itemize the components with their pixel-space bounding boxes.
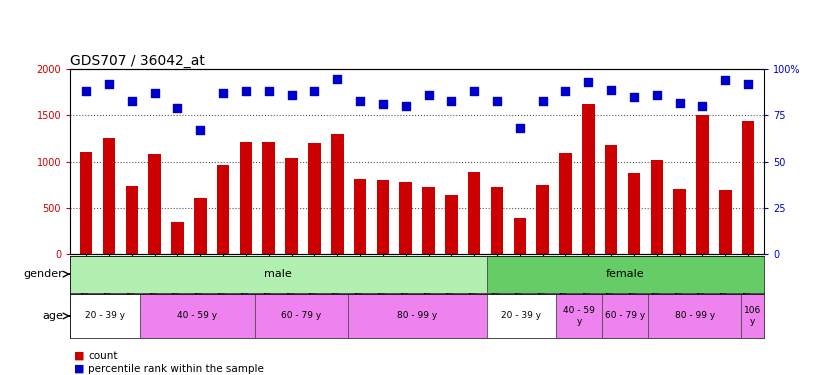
Text: count: count: [88, 351, 118, 361]
Bar: [149, 154, 161, 254]
Bar: [354, 179, 367, 254]
Text: 60 - 79 y: 60 - 79 y: [282, 312, 321, 321]
Bar: [285, 158, 298, 254]
Bar: [217, 165, 230, 254]
Bar: [673, 189, 686, 254]
Bar: [487, 256, 764, 292]
Point: [216, 90, 230, 96]
Bar: [255, 294, 348, 338]
Bar: [80, 152, 93, 254]
Point: [628, 94, 641, 100]
Point: [559, 88, 572, 94]
Point: [444, 98, 458, 104]
Text: 20 - 39 y: 20 - 39 y: [85, 312, 125, 321]
Text: 80 - 99 y: 80 - 99 y: [675, 312, 714, 321]
Point: [148, 90, 161, 96]
Point: [194, 127, 207, 133]
Bar: [171, 222, 183, 254]
Bar: [70, 256, 487, 292]
Point: [330, 75, 344, 81]
Bar: [468, 172, 481, 254]
Point: [240, 88, 253, 94]
Text: 106
y: 106 y: [744, 306, 761, 326]
Point: [377, 101, 390, 107]
Bar: [605, 145, 617, 254]
Bar: [648, 294, 741, 338]
Point: [468, 88, 481, 94]
Bar: [140, 294, 255, 338]
Bar: [102, 138, 116, 254]
Point: [262, 88, 275, 94]
Bar: [536, 184, 549, 254]
Text: 60 - 79 y: 60 - 79 y: [605, 312, 645, 321]
Bar: [487, 294, 556, 338]
Point: [354, 98, 367, 104]
Text: 20 - 39 y: 20 - 39 y: [501, 312, 541, 321]
Text: gender: gender: [23, 269, 64, 279]
Point: [102, 81, 116, 87]
Bar: [377, 180, 389, 254]
Bar: [514, 218, 526, 254]
Bar: [194, 198, 206, 254]
Text: percentile rank within the sample: percentile rank within the sample: [88, 364, 264, 374]
Bar: [628, 172, 640, 254]
Text: female: female: [606, 269, 644, 279]
Point: [742, 81, 755, 87]
Point: [79, 88, 93, 94]
Bar: [582, 104, 595, 254]
Bar: [70, 294, 140, 338]
Point: [126, 98, 139, 104]
Point: [650, 92, 663, 98]
Text: ■: ■: [74, 351, 85, 361]
Bar: [263, 142, 275, 254]
Point: [605, 87, 618, 93]
Bar: [445, 195, 458, 254]
Text: male: male: [264, 269, 292, 279]
Point: [285, 92, 298, 98]
Bar: [742, 121, 754, 254]
Bar: [556, 294, 602, 338]
Text: age: age: [42, 311, 64, 321]
Point: [422, 92, 435, 98]
Bar: [331, 134, 344, 254]
Point: [695, 103, 709, 109]
Text: ■: ■: [74, 364, 85, 374]
Text: 80 - 99 y: 80 - 99 y: [397, 312, 437, 321]
Bar: [602, 294, 648, 338]
Point: [171, 105, 184, 111]
Bar: [348, 294, 487, 338]
Bar: [308, 143, 320, 254]
Bar: [719, 190, 732, 254]
Bar: [696, 114, 709, 254]
Bar: [559, 153, 572, 254]
Bar: [651, 160, 663, 254]
Point: [719, 77, 732, 83]
Point: [536, 98, 549, 104]
Point: [399, 103, 412, 109]
Point: [491, 98, 504, 104]
Text: 40 - 59
y: 40 - 59 y: [563, 306, 595, 326]
Text: 40 - 59 y: 40 - 59 y: [178, 312, 217, 321]
Bar: [741, 294, 764, 338]
Bar: [400, 182, 412, 254]
Bar: [422, 188, 434, 254]
Point: [673, 99, 686, 105]
Point: [513, 125, 526, 131]
Bar: [240, 142, 252, 254]
Bar: [126, 186, 138, 254]
Point: [582, 79, 595, 85]
Text: GDS707 / 36042_at: GDS707 / 36042_at: [70, 54, 205, 68]
Bar: [491, 188, 503, 254]
Point: [308, 88, 321, 94]
